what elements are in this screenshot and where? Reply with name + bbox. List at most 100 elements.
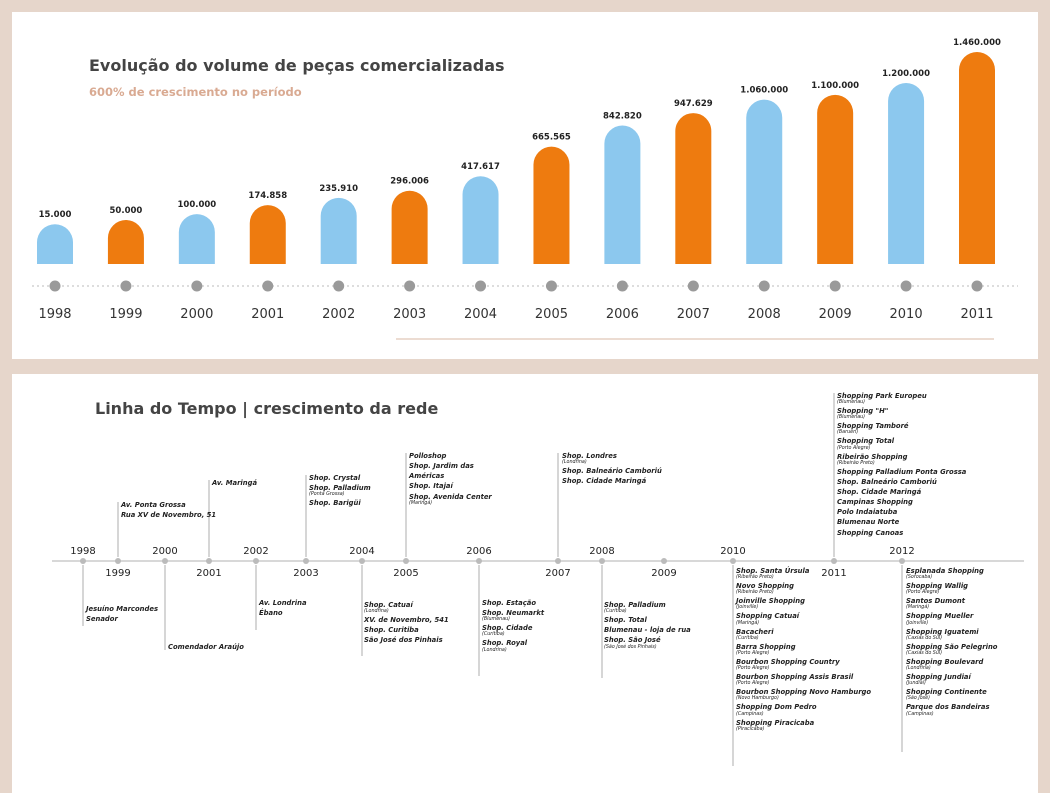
event-entry: Bacacheri <box>736 627 774 636</box>
event-city: (Ribeirão Preto) <box>837 460 875 466</box>
event-entry: Shop. Cidade Maringá <box>837 488 922 497</box>
year-label-2000: 2000 <box>180 307 213 322</box>
event-entry: Shop. Estação <box>482 599 537 607</box>
year-label-2002: 2002 <box>322 307 355 322</box>
event-entry: Shop. Neumarkt <box>482 609 545 618</box>
year-label-1999: 1999 <box>109 307 142 322</box>
bar-value-label: 50.000 <box>110 206 143 216</box>
year-marker <box>262 280 274 292</box>
bar-value-label: 296.006 <box>390 177 429 187</box>
year-label-2007: 2007 <box>677 307 710 322</box>
year-label-2005: 2005 <box>535 307 568 322</box>
event-entry: Shop. Palladium <box>604 601 666 609</box>
timeline-year-2001: 2001 <box>196 568 222 579</box>
timeline-dot <box>599 558 605 564</box>
event-entry: Senador <box>86 615 118 624</box>
chart-subtitle: 600% de crescimento no período <box>89 85 302 99</box>
bar-2006 <box>598 125 647 264</box>
timeline-year-2003: 2003 <box>293 568 319 579</box>
event-entry: Shop. Barigüi <box>309 499 361 508</box>
event-entry: Shop. Curitiba <box>364 626 419 635</box>
event-list-2007: Shop. Londres (Londrina) Shop. Balneário C… <box>562 452 662 488</box>
event-list-1999: Av. Ponta Grossa Rua XV de Novembro, 51 <box>121 501 217 522</box>
event-entry: Shopping Total <box>837 437 895 446</box>
event-list-2010: Shop. Santa Úrsula (Ribeirão Preto) Novo S… <box>736 567 871 735</box>
timeline-dot <box>80 558 86 564</box>
event-city: (Curitiba) <box>482 632 505 638</box>
event-entry: Shopping Tamboré <box>837 422 909 431</box>
event-city: (Joinville) <box>736 605 759 611</box>
timeline-dot <box>303 558 309 564</box>
event-city: (Campinas) <box>906 711 934 717</box>
bar-value-label: 417.617 <box>461 162 500 172</box>
event-entry: Bourbon Shopping Country <box>736 657 840 666</box>
event-entry: Shopping Continente <box>906 688 987 697</box>
year-marker <box>829 280 841 292</box>
event-entry: Shopping Piracicaba <box>736 718 815 727</box>
event-city: (Novo Hamburgo) <box>736 696 779 702</box>
year-label-2008: 2008 <box>748 307 781 322</box>
bar-1999 <box>101 220 150 264</box>
timeline-dot <box>555 558 561 564</box>
event-entry: Shop. Catuaí <box>364 601 413 609</box>
bar-2004 <box>456 176 505 264</box>
event-city: (Sorocaba) <box>906 575 933 581</box>
timeline-year-2000: 2000 <box>152 546 178 557</box>
event-list-2012: Esplanada Shopping (Sorocaba) Shopping Wal… <box>906 567 997 720</box>
event-entry: Ribeirão Shopping <box>837 452 908 461</box>
timeline-year-1998: 1998 <box>70 546 96 557</box>
event-city: (Londrina) <box>482 647 507 653</box>
year-marker <box>971 280 983 292</box>
event-list-2004: Shop. Catuaí (Londrina) XV. de Novembro, 5… <box>364 601 449 648</box>
timeline-dot <box>162 558 168 564</box>
bar-2002 <box>314 197 363 264</box>
bar-value-label: 842.820 <box>603 112 642 122</box>
year-marker <box>687 280 699 292</box>
bar-value-label: 1.200.000 <box>882 69 930 79</box>
event-entry: Barra Shopping <box>736 642 796 651</box>
year-label-2011: 2011 <box>960 307 993 322</box>
event-city: (Curitiba) <box>736 635 759 641</box>
year-marker <box>475 280 487 292</box>
event-list-2001: Av. Maringá <box>212 479 258 490</box>
event-entry: Rua XV de Novembro, 51 <box>121 511 217 520</box>
event-entry: Jesuíno Marcondes <box>86 605 158 613</box>
timeline-year-2006: 2006 <box>466 546 492 557</box>
year-marker <box>545 280 557 292</box>
event-entry: Shop. Itajaí <box>409 482 453 491</box>
event-entry: Shopping Catuaí <box>736 612 800 621</box>
bar-1998 <box>31 224 79 264</box>
event-list-1998: Jesuíno Marcondes Senador <box>86 605 158 626</box>
event-entry: Shop. Avenida Center <box>409 492 492 501</box>
event-entry: Shop. Royal <box>482 639 528 648</box>
event-list-2000: Comendador Araújo <box>168 643 244 654</box>
event-entry: Shop. Londres <box>562 452 617 460</box>
event-entry: Santos Dumont <box>906 597 965 606</box>
timeline-dot <box>206 558 212 564</box>
timeline-year-2012: 2012 <box>889 546 915 557</box>
event-entry: Campinas Shopping <box>837 498 913 507</box>
event-entry: Esplanada Shopping <box>906 567 984 575</box>
event-entry: Shopping "H" <box>837 407 889 416</box>
event-entry: Shopping Park Europeu <box>837 392 927 400</box>
event-entry: Américas <box>409 472 445 481</box>
event-list-2006: Shop. Estação Shop. Neumarkt (Blumenau) Sho… <box>482 599 545 656</box>
event-entry: Shopping Palladium Ponta Grossa <box>837 467 967 476</box>
bar-chart: 15.000 1998 50.000 1999 100.000 2000 174.858 20… <box>31 38 1018 340</box>
timeline-dot <box>899 558 905 564</box>
timeline-year-2008: 2008 <box>589 546 615 557</box>
year-label-2004: 2004 <box>464 307 497 322</box>
event-entry: Polloshop <box>409 452 447 460</box>
timeline-year-2005: 2005 <box>393 568 419 579</box>
bar-2010 <box>882 82 931 264</box>
bar-value-label: 1.100.000 <box>811 81 859 91</box>
event-city: (Porto Alegre) <box>736 650 770 656</box>
event-city: (Ponta Grossa) <box>309 492 345 498</box>
event-entry: Shop. Balneário Camboriú <box>837 477 937 486</box>
year-marker <box>49 280 61 292</box>
timeline-dot <box>661 558 667 564</box>
event-entry: São José dos Pinhais <box>364 636 443 645</box>
year-label-1998: 1998 <box>38 307 71 322</box>
event-entry: Av. Maringá <box>212 479 258 487</box>
timeline-year-2010: 2010 <box>720 546 746 557</box>
